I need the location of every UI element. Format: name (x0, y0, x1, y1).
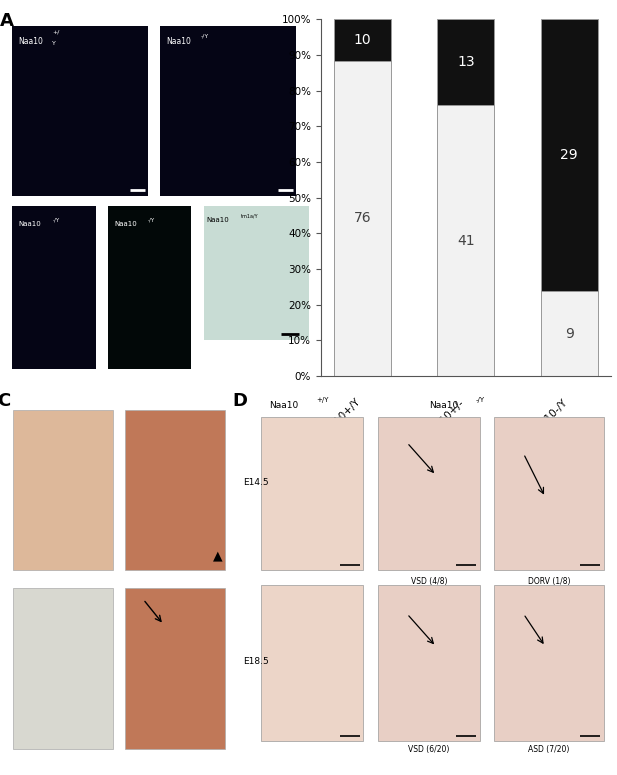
Text: DORV (1/8): DORV (1/8) (528, 577, 570, 587)
Text: VSD (6/20): VSD (6/20) (408, 745, 450, 754)
Text: 10: 10 (354, 33, 371, 47)
Bar (125, 588, 225, 749)
Bar (13, 588, 114, 749)
Text: -/Y: -/Y (52, 217, 60, 222)
Text: +/: +/ (52, 30, 60, 35)
Text: 76: 76 (354, 212, 371, 226)
Text: 9: 9 (565, 327, 574, 341)
Text: -/Y: -/Y (148, 217, 155, 222)
Bar (334, 60, 391, 376)
Text: A: A (0, 12, 14, 30)
Text: ▲: ▲ (213, 549, 223, 563)
Text: Naa10+/+ Naa10+/Y: Naa10+/+ Naa10+/Y (278, 398, 362, 482)
Text: 29: 29 (560, 149, 578, 163)
Text: 41: 41 (457, 233, 474, 247)
Bar (125, 410, 225, 570)
Text: Y: Y (52, 41, 56, 46)
Text: Naa10: Naa10 (167, 37, 191, 46)
Text: -/Y: -/Y (476, 397, 485, 403)
Text: Naa10-/Y: Naa10-/Y (529, 398, 569, 438)
Text: VSD (4/8): VSD (4/8) (410, 577, 447, 587)
Legend: Lives, Death: Lives, Death (410, 0, 550, 2)
Text: -/Y: -/Y (201, 33, 209, 39)
Text: ASD (7/20): ASD (7/20) (528, 745, 569, 754)
Bar (437, 19, 494, 105)
Bar (13, 410, 114, 570)
Text: E14.5: E14.5 (243, 478, 269, 487)
Text: Naa10+/-: Naa10+/- (424, 398, 466, 439)
Bar (540, 291, 598, 376)
Bar (437, 105, 494, 376)
Text: D: D (232, 391, 247, 410)
Text: Naa10: Naa10 (429, 401, 458, 410)
Text: Naa10: Naa10 (114, 221, 137, 227)
Text: tm1a/Y: tm1a/Y (241, 214, 259, 219)
Text: C: C (0, 391, 10, 410)
Text: Naa10: Naa10 (19, 37, 43, 46)
Text: B: B (234, 0, 247, 2)
Text: 13: 13 (457, 55, 474, 69)
Text: Naa10: Naa10 (19, 221, 41, 227)
Bar (334, 19, 391, 60)
Text: Naa10: Naa10 (207, 217, 230, 223)
Text: E18.5: E18.5 (243, 656, 269, 666)
Text: Naa10: Naa10 (268, 401, 298, 410)
Bar (540, 19, 598, 291)
Text: +/Y: +/Y (316, 397, 328, 403)
